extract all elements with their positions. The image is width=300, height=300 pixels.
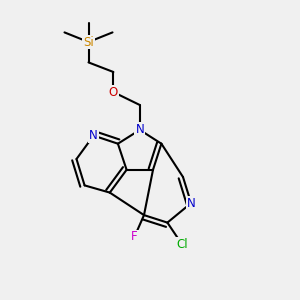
Text: N: N — [187, 196, 196, 210]
Text: O: O — [109, 85, 118, 99]
Text: Si: Si — [83, 35, 94, 49]
Text: F: F — [131, 230, 138, 244]
Text: N: N — [135, 123, 144, 136]
Text: Cl: Cl — [176, 238, 188, 251]
Text: N: N — [89, 129, 98, 142]
